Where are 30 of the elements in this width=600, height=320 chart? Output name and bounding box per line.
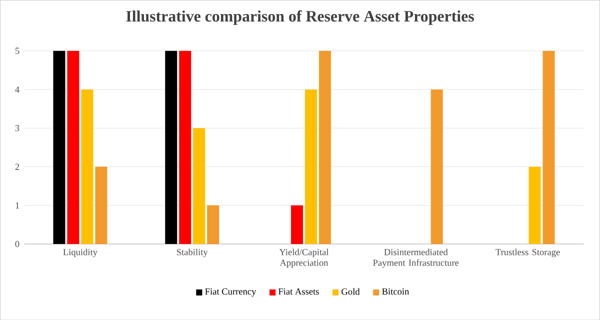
chart-title: Illustrative comparison of Reserve Asset Properties xyxy=(126,10,474,25)
bar xyxy=(528,166,541,244)
y-tick-label: 4 xyxy=(15,86,20,92)
legend-label: Fiat Assets xyxy=(278,288,319,295)
bar xyxy=(542,50,555,244)
y-tick-label: 5 xyxy=(15,48,20,54)
bar xyxy=(207,205,220,244)
x-tick-label: Trustless Storage xyxy=(496,248,560,258)
legend-label: Gold xyxy=(342,288,360,295)
legend-label: Fiat Currency xyxy=(205,288,256,296)
y-tick-label: 0 xyxy=(15,240,20,248)
y-tick-label: 2 xyxy=(15,164,20,170)
bar xyxy=(67,50,80,244)
x-tick-label: Liquidity xyxy=(63,248,98,258)
bar xyxy=(304,89,317,244)
bar xyxy=(81,89,94,244)
bar xyxy=(291,205,303,244)
bar xyxy=(430,89,443,244)
x-tick-label: Stability xyxy=(176,248,208,258)
bar xyxy=(165,50,178,244)
x-tick-label: Disintermediated Payment Infrastructure xyxy=(373,248,459,268)
y-tick-label: 1 xyxy=(16,202,19,208)
bar xyxy=(53,50,66,244)
legend-label: Bitcoin xyxy=(382,288,410,295)
bar xyxy=(193,128,206,244)
x-tick-label: Yield/Capital Appreciation xyxy=(279,248,329,268)
bar xyxy=(318,50,331,244)
bar xyxy=(95,166,108,244)
y-tick-label: 3 xyxy=(15,124,20,132)
bar xyxy=(179,50,192,244)
